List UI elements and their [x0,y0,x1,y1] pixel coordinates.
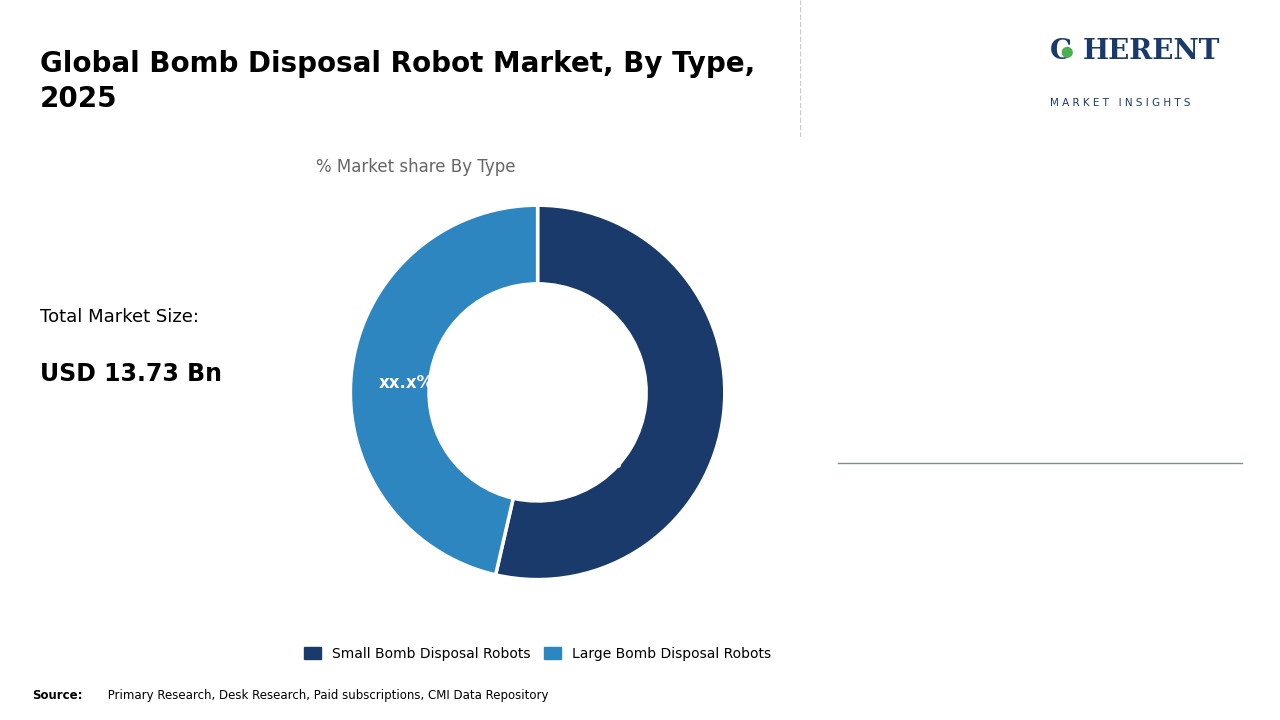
Text: Small Bomb Disposal
Robots: Small Bomb Disposal Robots [849,294,1028,329]
Text: Global Bomb Disposal Robot Market, By Type,
2025: Global Bomb Disposal Robot Market, By Ty… [40,50,755,113]
Text: Primary Research, Desk Research, Paid subscriptions, CMI Data Repository: Primary Research, Desk Research, Paid su… [104,689,549,702]
Text: M A R K E T   I N S I G H T S: M A R K E T I N S I G H T S [1050,98,1190,107]
Text: Type - Estimated
Market Revenue Share,
2025: Type - Estimated Market Revenue Share, 2… [849,370,1027,425]
Text: 53.6%: 53.6% [849,207,1002,250]
Text: % Market share By Type: % Market share By Type [316,158,516,176]
Text: USD 13.73 Bn: USD 13.73 Bn [40,362,221,387]
Text: Global Bomb
Disposal Robot
Market: Global Bomb Disposal Robot Market [849,498,1055,604]
Text: Total Market Size:: Total Market Size: [40,307,198,325]
Wedge shape [351,205,538,575]
Legend: Small Bomb Disposal Robots, Large Bomb Disposal Robots: Small Bomb Disposal Robots, Large Bomb D… [298,641,777,666]
Text: Source:: Source: [32,689,82,702]
Wedge shape [495,205,724,580]
Text: C: C [1050,38,1071,66]
Text: xx.x%: xx.x% [379,374,434,392]
Text: 53.6%: 53.6% [564,454,622,472]
Text: ⬤: ⬤ [1060,46,1073,58]
Text: HERENT: HERENT [1083,38,1221,66]
